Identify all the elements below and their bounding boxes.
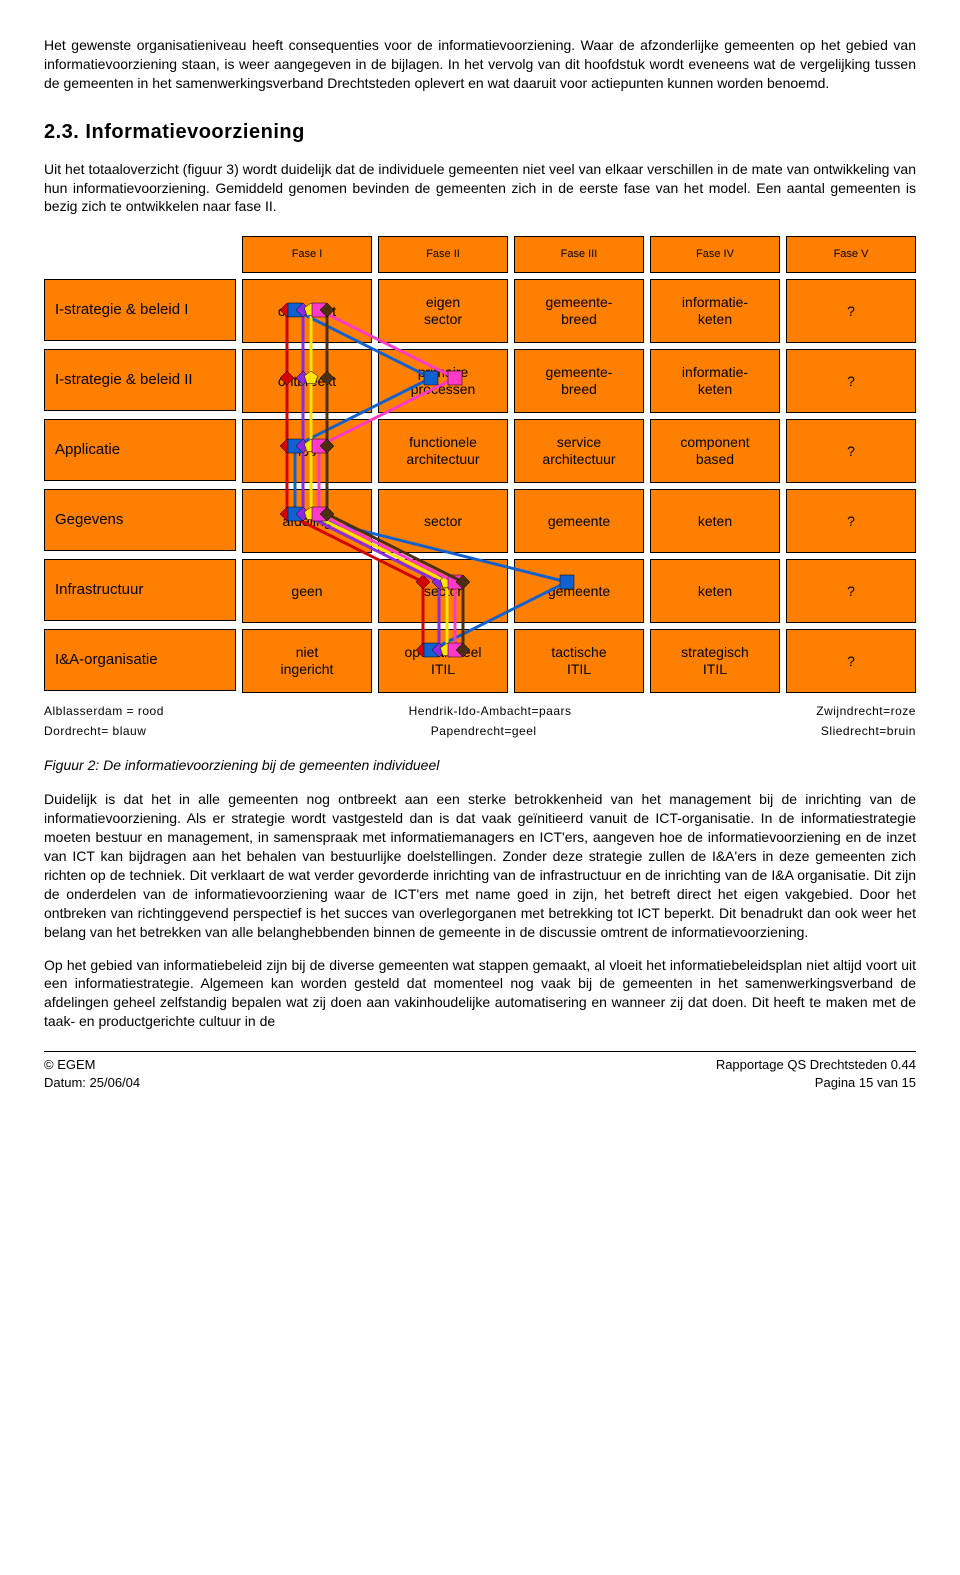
phase-header: Fase I bbox=[242, 236, 372, 273]
body-paragraph: Op het gebied van informatiebeleid zijn … bbox=[44, 956, 916, 1032]
intro-paragraph: Het gewenste organisatieniveau heeft con… bbox=[44, 36, 916, 93]
figure-caption: Figuur 2: De informatievoorziening bij d… bbox=[44, 756, 916, 775]
footer-copyright: © EGEM bbox=[44, 1056, 140, 1074]
matrix-cell: gemeente bbox=[514, 489, 644, 553]
matrix-cell: nietingericht bbox=[242, 629, 372, 693]
matrix-cell: ? bbox=[786, 629, 916, 693]
matrix-cell: geen bbox=[242, 559, 372, 623]
matrix-cell: gemeente-breed bbox=[514, 349, 644, 413]
matrix-cell: informatie-keten bbox=[650, 349, 780, 413]
matrix-cell: ontbreekt bbox=[242, 279, 372, 343]
legend-item: Hendrik-Ido-Ambacht=paars bbox=[409, 703, 572, 719]
matrix-cell: gemeente-breed bbox=[514, 279, 644, 343]
matrix-cell: componentbased bbox=[650, 419, 780, 483]
phase-header: Fase III bbox=[514, 236, 644, 273]
matrix-cell: primaireprocessen bbox=[378, 349, 508, 413]
matrix-cell: keten bbox=[650, 489, 780, 553]
page-footer: © EGEM Datum: 25/06/04 Rapportage QS Dre… bbox=[44, 1051, 916, 1091]
matrix-cell: tactischeITIL bbox=[514, 629, 644, 693]
matrix-cell: ? bbox=[786, 489, 916, 553]
footer-report: Rapportage QS Drechtsteden 0.44 bbox=[716, 1056, 916, 1074]
matrix-cell: ? bbox=[786, 279, 916, 343]
matrix-cell: strategischITIL bbox=[650, 629, 780, 693]
matrix-cell: sector bbox=[378, 559, 508, 623]
legend-item: Sliedrecht=bruin bbox=[821, 723, 916, 739]
row-label: I-strategie & beleid I bbox=[44, 279, 236, 341]
section-paragraph: Uit het totaaloverzicht (figuur 3) wordt… bbox=[44, 160, 916, 217]
row-label: I-strategie & beleid II bbox=[44, 349, 236, 411]
section-heading: 2.3. Informatievoorziening bbox=[44, 119, 916, 146]
legend-item: Dordrecht= blauw bbox=[44, 723, 146, 739]
matrix-cell: sector bbox=[378, 489, 508, 553]
matrix-cell: eigensector bbox=[378, 279, 508, 343]
legend-row-2: Dordrecht= blauw Papendrecht=geel Sliedr… bbox=[44, 723, 916, 739]
row-label: I&A-organisatie bbox=[44, 629, 236, 691]
matrix-cell: ? bbox=[786, 349, 916, 413]
footer-page: Pagina 15 van 15 bbox=[716, 1074, 916, 1092]
phase-header: Fase IV bbox=[650, 236, 780, 273]
matrix-cell: los bbox=[242, 419, 372, 483]
matrix-cell: operationeelITIL bbox=[378, 629, 508, 693]
matrix-cell: ? bbox=[786, 559, 916, 623]
matrix-cell: informatie-keten bbox=[650, 279, 780, 343]
phase-header: Fase II bbox=[378, 236, 508, 273]
matrix-cell: keten bbox=[650, 559, 780, 623]
matrix-cell: gemeente bbox=[514, 559, 644, 623]
matrix-cell: functionelearchitectuur bbox=[378, 419, 508, 483]
row-label: Gegevens bbox=[44, 489, 236, 551]
matrix-cell: ? bbox=[786, 419, 916, 483]
legend-row-1: Alblasserdam = rood Hendrik-Ido-Ambacht=… bbox=[44, 703, 916, 719]
body-paragraph: Duidelijk is dat het in alle gemeenten n… bbox=[44, 790, 916, 941]
matrix-cell: ontbreekt bbox=[242, 349, 372, 413]
legend-item: Zwijndrecht=roze bbox=[816, 703, 916, 719]
matrix-cell: afdeling bbox=[242, 489, 372, 553]
legend-item: Alblasserdam = rood bbox=[44, 703, 164, 719]
maturity-matrix: Fase IFase IIFase IIIFase IVFase V I-str… bbox=[44, 236, 916, 693]
matrix-cell: servicearchitectuur bbox=[514, 419, 644, 483]
legend-item: Papendrecht=geel bbox=[431, 723, 537, 739]
footer-date: Datum: 25/06/04 bbox=[44, 1074, 140, 1092]
phase-header: Fase V bbox=[786, 236, 916, 273]
row-label: Applicatie bbox=[44, 419, 236, 481]
row-label: Infrastructuur bbox=[44, 559, 236, 621]
